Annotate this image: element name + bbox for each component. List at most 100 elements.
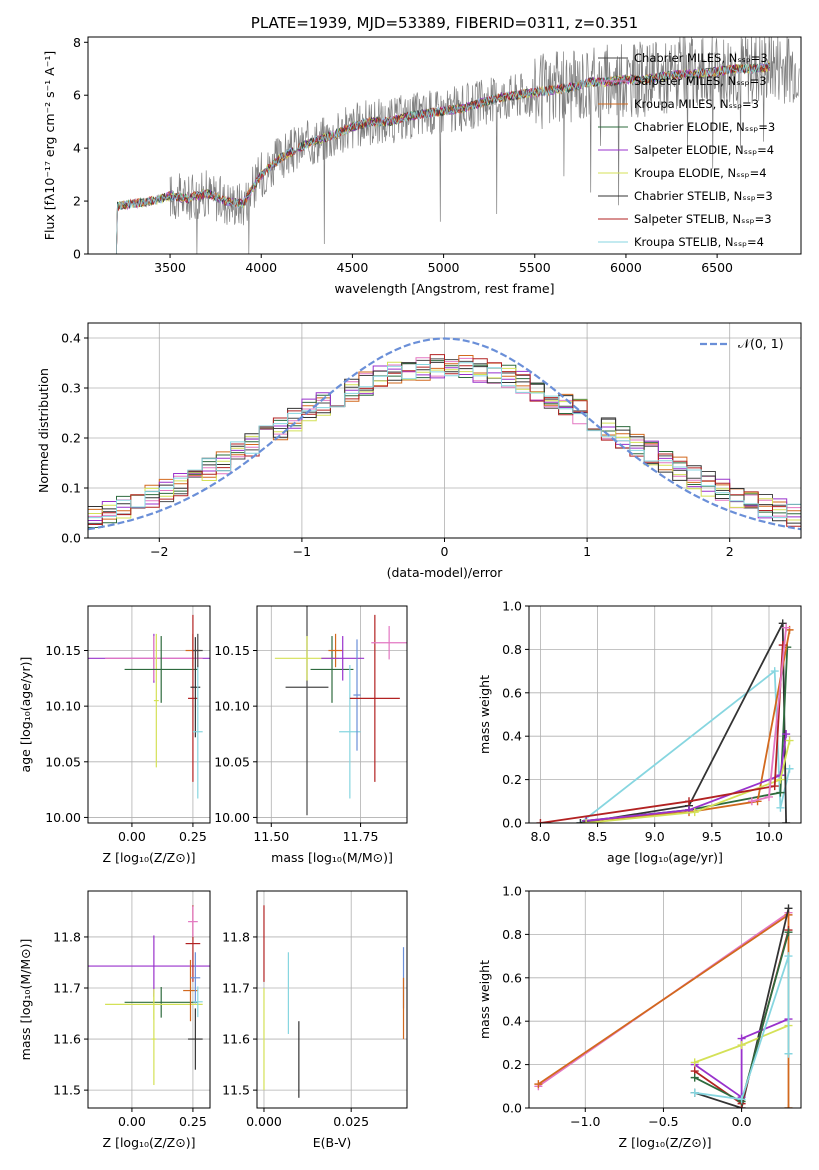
y-tick-label: 10.00 [214, 810, 250, 825]
y-tick-label: 0.0 [502, 1101, 522, 1116]
x-tick-label: −1.0 [570, 1114, 600, 1129]
y-tick-label: 10.15 [45, 643, 81, 658]
mass-weight-line [580, 622, 787, 823]
x-tick-label: −2 [150, 544, 168, 559]
x-axis-label: age [log₁₀(age/yr)] [607, 850, 723, 865]
panel-mass_vs_EBV: 0.000 0.025 11.5 11.6 11.7 11.8 E(B-V) [222, 890, 408, 1150]
y-tick-label: 4 [73, 141, 81, 156]
x-tick-label: 9.5 [702, 829, 722, 844]
mass-weight-marker [536, 819, 545, 823]
y-tick-label: 1.0 [502, 599, 522, 614]
mass-weight-marker [582, 819, 591, 823]
mass-weight-marker [784, 928, 793, 937]
mass-weight-marker [690, 1073, 699, 1082]
y-tick-label: 0.8 [502, 927, 522, 942]
x-tick-label: 0.00 [118, 1114, 146, 1129]
model-spectrum-line [115, 62, 770, 254]
y-tick-label: 0.0 [61, 531, 81, 546]
x-tick-label: −0.5 [648, 1114, 678, 1129]
y-tick-label: 11.8 [53, 929, 81, 944]
panel-spectrum: 3500 4000 4500 5000 5500 6000 6500 0 2 4 6 8 wavelen… [42, 35, 802, 296]
y-tick-label: 10.00 [45, 810, 81, 825]
x-tick-label: 0.25 [179, 1114, 207, 1129]
plot-area [88, 905, 210, 1086]
mass-weight-marker [576, 819, 585, 823]
x-tick-label: 0.25 [179, 829, 207, 844]
mass-weight-marker [782, 623, 791, 632]
plot-area [88, 337, 801, 531]
plot-area [115, 37, 800, 254]
panel-age_vs_mass: 11.50 11.75 10.00 10.05 10.10 10.15 mass [log₁… [214, 605, 408, 865]
x-tick-label: 0.00 [118, 829, 146, 844]
y-axis-label: age [log₁₀(age/yr)] [18, 657, 33, 773]
gaussian-curve [88, 337, 801, 531]
y-tick-label: 11.5 [222, 1083, 250, 1098]
y-tick-label: 0.2 [502, 1057, 522, 1072]
axes-frame [256, 605, 408, 824]
x-axis-label: mass [log₁₀(M/M⊙)] [271, 850, 393, 865]
mass-weight-marker [685, 797, 693, 806]
y-tick-label: 10.15 [214, 643, 250, 658]
mass-weight-marker [737, 1095, 746, 1104]
mass-weight-line [586, 740, 791, 823]
mass-weight-marker [690, 1058, 699, 1067]
y-tick-label: 0.1 [61, 481, 81, 496]
y-tick-label: 11.5 [53, 1083, 81, 1098]
mass-weight-marker [765, 792, 773, 801]
axes-frame [87, 890, 211, 1109]
y-tick-label: 0.4 [502, 729, 522, 744]
x-tick-label: 0.025 [333, 1114, 369, 1129]
legend-entry: Chabrier ELODIE, Nₛₛₚ=3 [634, 120, 775, 134]
mass-weight-marker [784, 952, 793, 961]
mass-weight-marker [785, 764, 794, 773]
x-axis-label: Z [log₁₀(Z/Z⊙)] [619, 1135, 712, 1150]
mass-weight-marker [770, 782, 779, 791]
y-tick-label: 6 [73, 88, 81, 103]
x-tick-label: 8.0 [530, 829, 550, 844]
x-axis-label: Z [log₁₀(Z/Z⊙)] [103, 1135, 196, 1150]
y-tick-label: 10.10 [214, 699, 250, 714]
panel-residuals: −2 −1 0 1 2 0.0 0.1 0.2 0.3 0.4 (data-model)/error… [36, 322, 802, 580]
x-tick-label: −1 [293, 544, 311, 559]
y-axis-label: Flux [fλ10⁻¹⁷ erg cm⁻² s⁻¹ A⁻¹] [42, 51, 57, 240]
y-axis-label: mass weight [477, 675, 492, 754]
mass-weight-line [586, 629, 791, 822]
residual-histogram [88, 354, 801, 527]
mass-weight-marker [690, 1088, 699, 1097]
axes-frame [528, 605, 802, 824]
y-tick-label: 0.4 [61, 331, 81, 346]
mass-weight-line [540, 645, 784, 823]
x-tick-label: 10.0 [755, 829, 783, 844]
mass-weight-marker [782, 730, 791, 739]
plot-area [534, 904, 793, 1108]
mass-weight-marker [690, 808, 699, 817]
panel-massweight_vs_age: 8.0 8.5 9.0 9.5 10.0 0.0 0.2 0.4 0.6 0.8 1.0 age [l… [477, 599, 802, 865]
y-tick-label: 0.0 [502, 816, 522, 831]
legend-entry: Salpeter MILES, Nₛₛₚ=3 [634, 74, 767, 88]
residual-histogram [88, 362, 801, 519]
mass-weight-marker [778, 619, 787, 628]
x-tick-label: 2 [726, 544, 734, 559]
x-tick-label: 11.50 [253, 829, 289, 844]
legend-entry: Chabrier STELIB, Nₛₛₚ=3 [634, 189, 773, 203]
x-tick-label: 1 [583, 544, 591, 559]
mass-weight-marker [737, 1041, 746, 1050]
mass-weight-line [694, 955, 790, 1101]
x-tick-label: 5000 [428, 260, 460, 275]
legend-entry: Kroupa ELODIE, Nₛₛₚ=4 [634, 166, 767, 180]
y-tick-label: 0.2 [502, 772, 522, 787]
x-axis-label: (data-model)/error [387, 565, 504, 580]
y-tick-label: 0.8 [502, 642, 522, 657]
y-tick-label: 1.0 [502, 884, 522, 899]
legend-entry: Kroupa STELIB, Nₛₛₚ=4 [634, 235, 764, 249]
y-axis-label: mass [log₁₀(M/M⊙)] [18, 939, 33, 1061]
panel-age_vs_Z: 0.00 0.25 10.00 10.05 10.10 10.15 Z [log₁₀(Z/Z… [18, 605, 211, 865]
mass-weight-marker [534, 1080, 543, 1089]
y-tick-label: 0 [73, 247, 81, 262]
y-axis-label: mass weight [477, 960, 492, 1039]
mass-weight-marker [770, 667, 779, 676]
y-tick-label: 11.7 [53, 981, 81, 996]
x-axis-label: E(B-V) [313, 1135, 352, 1150]
spectrum-legend: Chabrier MILES, Nₛₛₚ=3 Salpeter MILES, Nₛ… [598, 51, 775, 249]
